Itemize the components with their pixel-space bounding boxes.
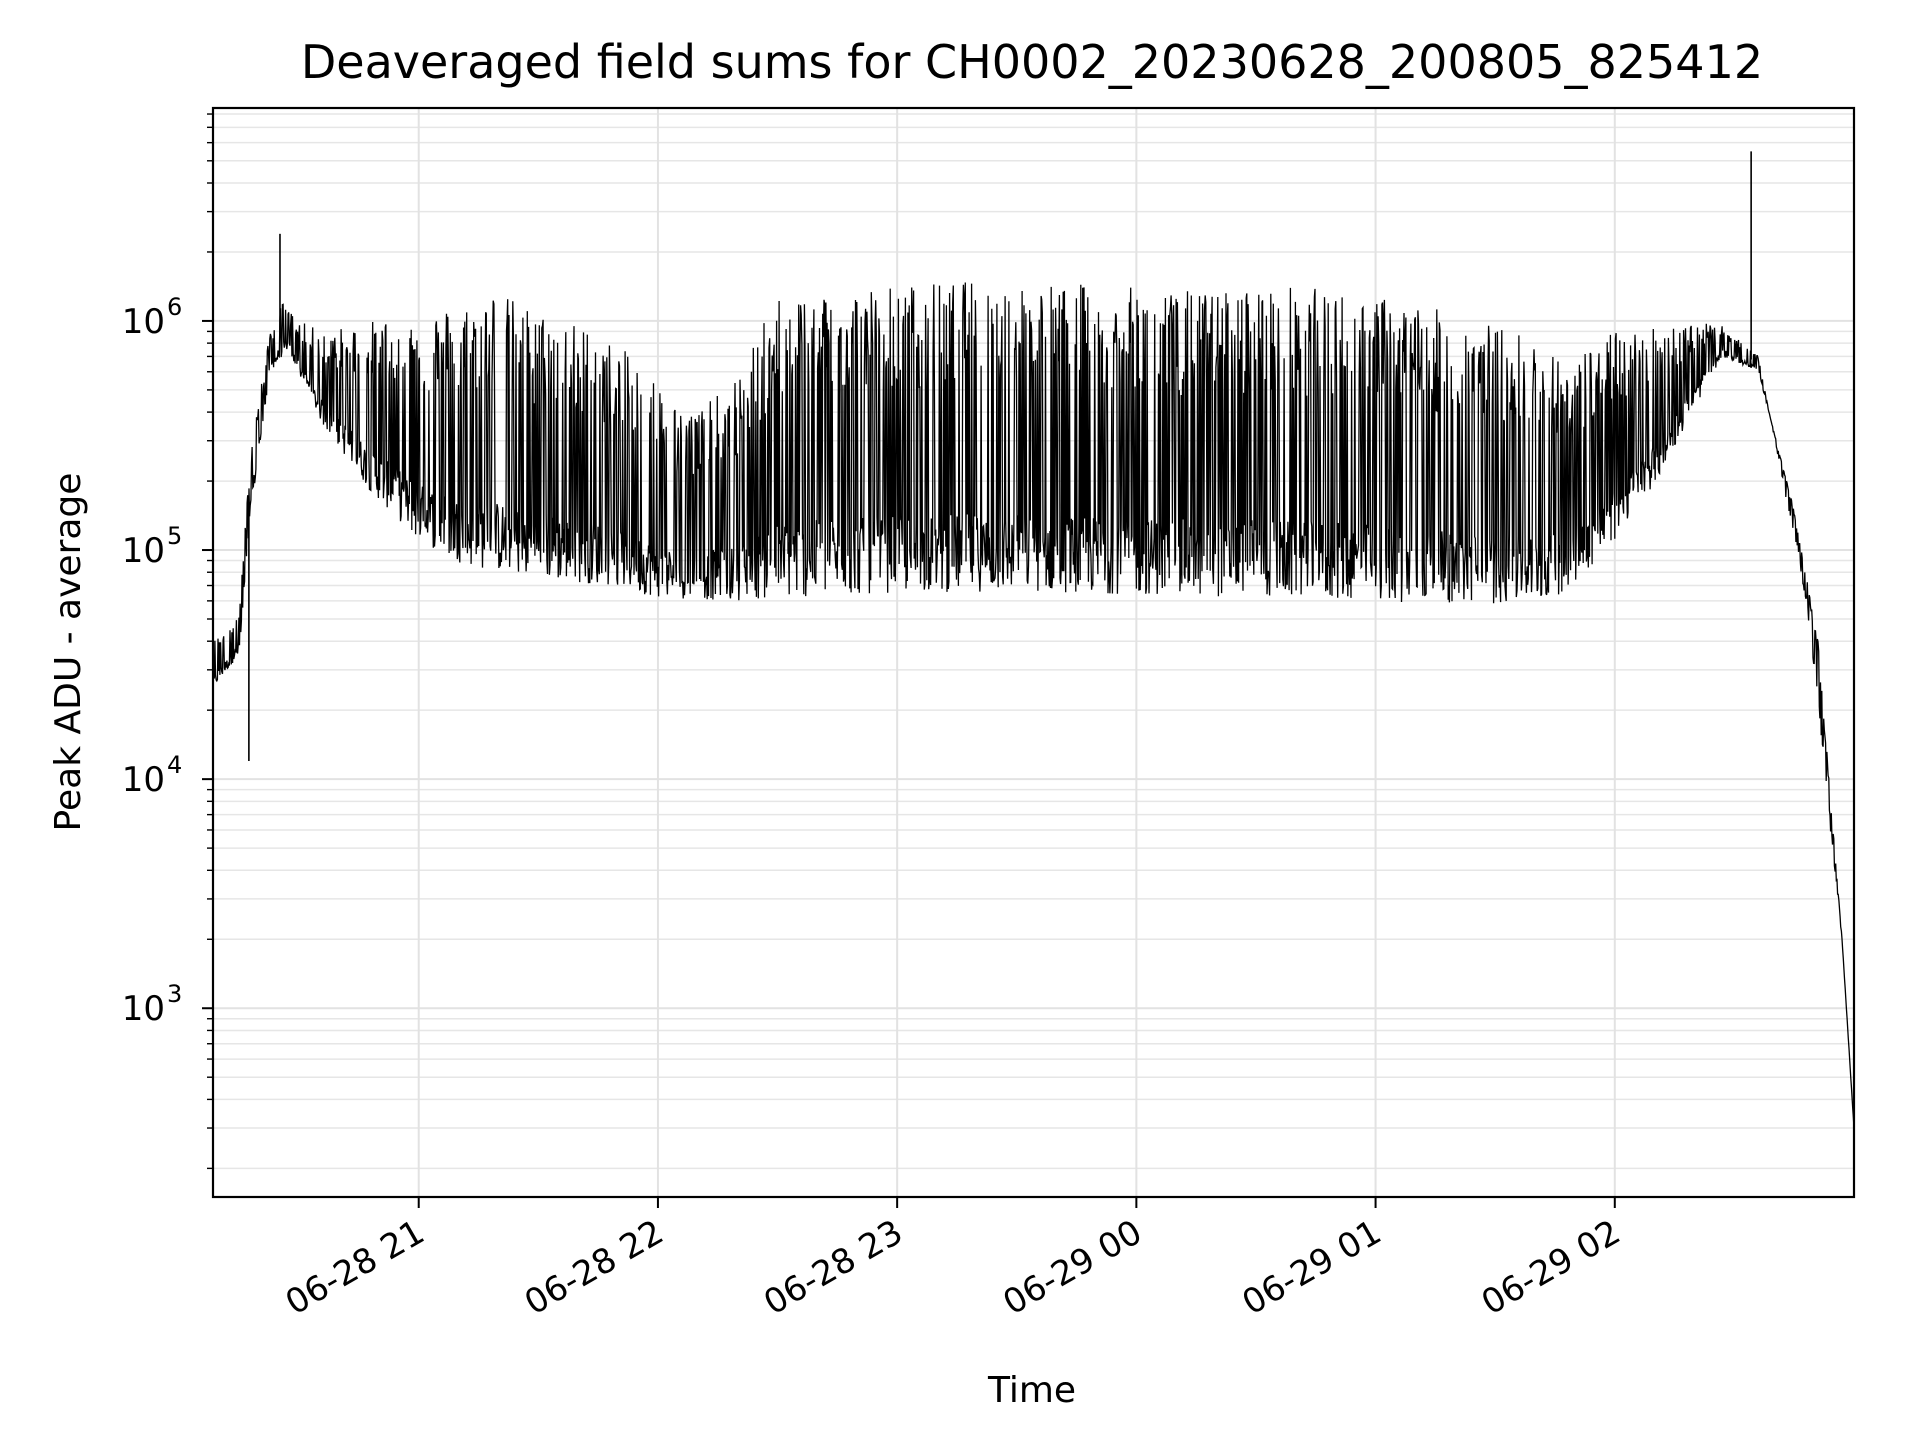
x-tick-label: 06-28 21: [279, 1212, 431, 1323]
y-tick-label: 10: [122, 760, 165, 800]
y-tick-exponent: 6: [167, 293, 182, 321]
y-tick-exponent: 4: [167, 751, 182, 779]
y-tick-label: 10: [122, 302, 165, 342]
x-tick-label: 06-28 23: [757, 1212, 909, 1323]
y-tick-label: 10: [122, 531, 165, 571]
x-tick-label: 06-29 02: [1475, 1212, 1627, 1323]
x-axis: 06-28 21 06-28 22 06-28 23 06-29 00 06-29 01…: [279, 1197, 1627, 1323]
y-tick-label: 10: [122, 989, 165, 1029]
grid: [213, 108, 1854, 1197]
plot-area: [212, 151, 1855, 1129]
x-axis-label: Time: [987, 1370, 1076, 1411]
x-tick-label: 06-29 01: [1236, 1212, 1388, 1323]
y-axis-label: Peak ADU - average: [48, 473, 89, 832]
series-line: [212, 282, 1855, 1129]
chart-title: Deaveraged field sums for CH0002_2023062…: [301, 35, 1763, 89]
plot-frame: [211, 106, 1856, 1199]
y-tick-exponent: 5: [167, 522, 182, 550]
x-tick-label: 06-29 00: [996, 1212, 1148, 1323]
y-tick-exponent: 3: [167, 980, 182, 1008]
x-tick-label: 06-28 22: [518, 1212, 670, 1323]
